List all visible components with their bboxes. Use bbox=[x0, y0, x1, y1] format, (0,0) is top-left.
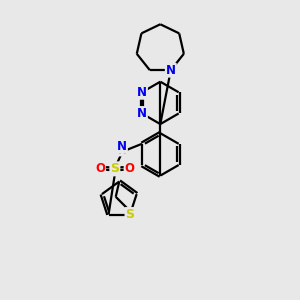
Text: S: S bbox=[110, 162, 119, 175]
Text: O: O bbox=[124, 162, 135, 175]
Text: N: N bbox=[137, 86, 147, 99]
Text: N: N bbox=[117, 140, 127, 153]
Text: N: N bbox=[137, 107, 147, 120]
Text: S: S bbox=[125, 208, 134, 221]
Text: H: H bbox=[118, 146, 126, 156]
Text: N: N bbox=[166, 64, 176, 77]
Text: O: O bbox=[95, 162, 105, 175]
